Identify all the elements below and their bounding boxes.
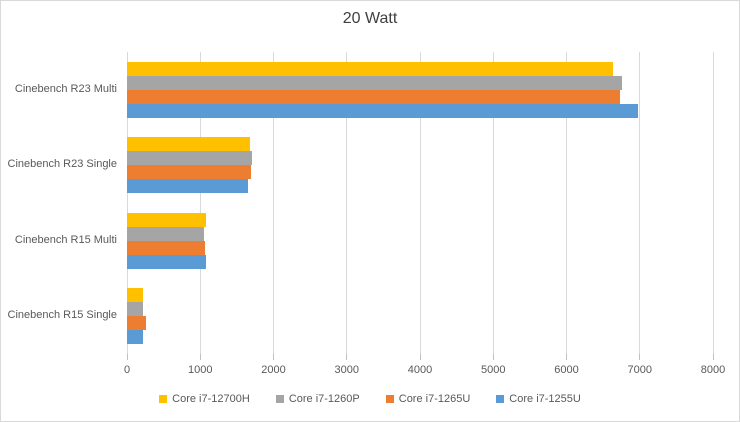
x-tick-label: 4000	[407, 364, 433, 376]
axis-tick	[566, 354, 567, 360]
legend-item-0: Core i7-12700H	[159, 393, 250, 405]
category-label: Cinebench R23 Multi	[14, 82, 117, 95]
axis-tick	[199, 354, 201, 360]
axis-tick	[126, 354, 128, 360]
x-tick-label: 7000	[627, 364, 652, 376]
x-tick-label: 3000	[334, 364, 359, 376]
legend-item-1: Core i7-1260P	[275, 393, 360, 405]
gridline	[346, 52, 348, 354]
legend-label: Core i7-12700H	[172, 393, 250, 405]
bar-series-3-cat-3	[127, 330, 144, 345]
gridline	[566, 52, 567, 354]
category-label: Cinebench R23 Single	[7, 158, 117, 171]
bar-series-0-cat-0	[127, 61, 613, 76]
legend: Core i7-12700H Core i7-1260P Core i7-1265U…	[1, 393, 739, 405]
bar-series-3-cat-2	[127, 254, 207, 269]
bar-series-2-cat-2	[127, 240, 205, 255]
bar-series-1-cat-0	[127, 75, 623, 90]
legend-swatch-icon	[159, 395, 168, 403]
legend-item-2: Core i7-1265U	[385, 393, 471, 405]
gridline	[639, 52, 641, 354]
x-tick-label: 5000	[481, 364, 506, 376]
chart-title: 20 Watt	[342, 10, 398, 27]
bar-series-2-cat-1	[127, 165, 251, 180]
bar-series-1-cat-1	[127, 151, 252, 166]
legend-label: Core i7-1255U	[509, 393, 581, 405]
gridline	[273, 52, 274, 354]
axis-tick	[492, 354, 494, 360]
gridline	[492, 52, 494, 354]
bar-series-0-cat-3	[127, 288, 144, 303]
axis-tick	[639, 354, 641, 360]
legend-swatch-icon	[275, 395, 284, 403]
axis-tick	[712, 354, 714, 360]
bar-series-3-cat-0	[127, 103, 639, 118]
bar-series-2-cat-0	[127, 89, 620, 104]
axis-tick	[419, 354, 421, 360]
legend-swatch-icon	[385, 395, 394, 403]
x-tick-label: 2000	[261, 364, 286, 376]
legend-label: Core i7-1260P	[288, 393, 360, 405]
x-tick-label: 6000	[554, 364, 579, 376]
plot-area	[126, 52, 714, 354]
gridline	[712, 52, 714, 354]
gridline	[126, 52, 128, 354]
bar-series-0-cat-1	[127, 137, 251, 152]
legend-swatch-icon	[496, 395, 505, 403]
bar-series-1-cat-3	[127, 302, 144, 317]
x-tick-label: 8000	[700, 364, 726, 376]
axis-tick	[346, 354, 348, 360]
legend-label: Core i7-1265U	[398, 393, 471, 405]
bar-series-0-cat-2	[127, 212, 206, 227]
x-tick-label: 1000	[188, 364, 213, 376]
axis-tick	[273, 354, 274, 360]
gridline	[419, 52, 421, 354]
category-label: Cinebench R15 Multi	[14, 233, 117, 246]
category-label: Cinebench R15 Single	[7, 309, 117, 322]
bar-series-1-cat-2	[127, 226, 204, 241]
bar-series-2-cat-3	[127, 316, 147, 331]
x-tick-label: 0	[123, 364, 131, 376]
legend-item-3: Core i7-1255U	[496, 393, 581, 405]
bar-series-3-cat-1	[127, 179, 249, 194]
gridline	[199, 52, 201, 354]
